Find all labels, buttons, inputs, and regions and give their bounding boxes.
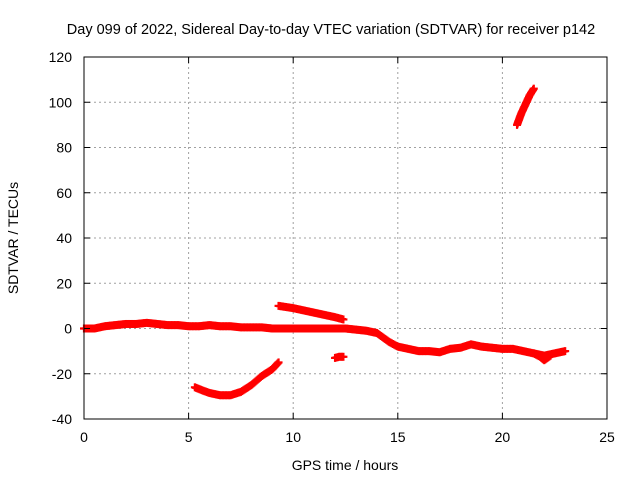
x-tick-label: 15 bbox=[390, 429, 406, 445]
data-point bbox=[339, 352, 348, 361]
data-point bbox=[529, 84, 538, 93]
y-tick-label: -40 bbox=[52, 411, 72, 427]
data-point bbox=[339, 315, 348, 324]
y-tick-label: -20 bbox=[52, 366, 72, 382]
y-tick-label: 60 bbox=[56, 185, 72, 201]
data-point bbox=[546, 351, 555, 360]
grid-lines bbox=[84, 57, 607, 419]
x-tick-label: 25 bbox=[599, 429, 615, 445]
x-tick-label: 20 bbox=[495, 429, 511, 445]
y-ticks: -40 -20 0 20 40 60 80 100 120 bbox=[49, 49, 607, 427]
x-ticks: 0 5 10 15 20 25 bbox=[80, 57, 615, 445]
y-tick-label: 120 bbox=[49, 49, 73, 65]
data-point bbox=[274, 358, 283, 367]
y-tick-label: 80 bbox=[56, 140, 72, 156]
x-tick-label: 5 bbox=[185, 429, 193, 445]
data-point bbox=[561, 347, 570, 356]
x-tick-label: 0 bbox=[80, 429, 88, 445]
y-tick-label: 40 bbox=[56, 230, 72, 246]
x-axis-label: GPS time / hours bbox=[292, 457, 399, 473]
y-tick-label: 20 bbox=[56, 275, 72, 291]
x-tick-label: 10 bbox=[285, 429, 301, 445]
data-points bbox=[80, 84, 570, 400]
y-tick-label: 0 bbox=[64, 321, 72, 337]
y-tick-label: 100 bbox=[49, 94, 73, 110]
chart-title: Day 099 of 2022, Sidereal Day-to-day VTE… bbox=[67, 22, 595, 38]
y-axis-label: SDTVAR / TECUs bbox=[5, 182, 21, 294]
